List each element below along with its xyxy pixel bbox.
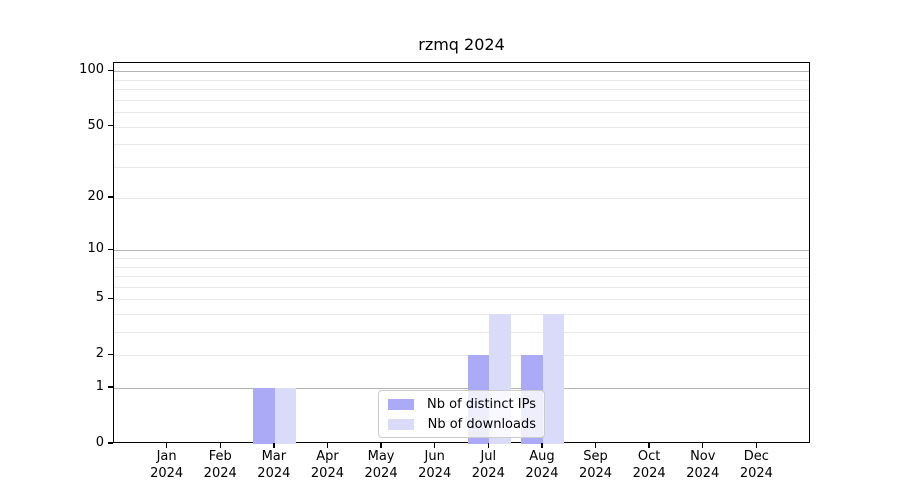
gridline-major xyxy=(114,388,809,390)
x-tick-label: Dec 2024 xyxy=(739,449,773,481)
chart-title: rzmq 2024 xyxy=(418,35,505,54)
legend-label-distinct-ips: Nb of distinct IPs xyxy=(427,396,536,412)
x-tick-label: Jul 2024 xyxy=(471,449,505,481)
x-tick-label: Jun 2024 xyxy=(418,449,452,481)
gridline-minor xyxy=(114,166,809,168)
y-tick-mark xyxy=(108,196,113,198)
y-tick-label: 20 xyxy=(87,189,104,205)
gridline-minor xyxy=(114,89,809,91)
y-tick-label: 2 xyxy=(95,346,104,362)
y-tick-label: 100 xyxy=(79,62,104,78)
bar-downloads-mar xyxy=(274,388,297,444)
x-tick-mark xyxy=(165,443,168,448)
legend-item-distinct-ips: Nb of distinct IPs xyxy=(388,396,536,413)
y-tick-label: 1 xyxy=(95,379,104,395)
y-tick-mark xyxy=(108,442,113,444)
legend-item-downloads: Nb of downloads xyxy=(388,416,536,433)
y-tick-mark xyxy=(108,124,113,127)
legend-label-downloads: Nb of downloads xyxy=(427,416,536,432)
x-tick-label: Nov 2024 xyxy=(686,449,720,481)
plot-area xyxy=(113,62,810,444)
x-tick-mark xyxy=(273,443,275,448)
x-tick-mark xyxy=(541,443,543,448)
y-tick-label: 10 xyxy=(87,241,104,257)
gridline-minor xyxy=(114,198,809,200)
y-tick-label: 5 xyxy=(95,290,104,306)
gridline-major xyxy=(114,71,809,73)
x-tick-mark xyxy=(326,443,329,448)
x-tick-mark xyxy=(433,443,436,448)
x-tick-label: Aug 2024 xyxy=(525,449,559,481)
gridline-minor xyxy=(114,126,809,128)
y-tick-mark xyxy=(108,248,113,251)
x-tick-mark xyxy=(380,443,382,448)
x-tick-label: Oct 2024 xyxy=(632,449,666,481)
x-tick-mark xyxy=(648,443,650,448)
gridline-major xyxy=(114,250,809,252)
gridline-minor xyxy=(114,144,809,146)
bar-downloads-aug xyxy=(542,314,565,444)
gridline-minor xyxy=(114,286,809,288)
y-tick-mark xyxy=(108,297,113,299)
gridline-minor xyxy=(114,314,809,316)
x-tick-mark xyxy=(219,443,221,448)
gridline-minor xyxy=(114,99,809,101)
legend-swatch-downloads-icon xyxy=(388,418,414,430)
legend-swatch-distinct-ips-icon xyxy=(388,398,414,410)
gridline-minor xyxy=(114,112,809,114)
x-tick-label: Sep 2024 xyxy=(578,449,613,481)
gridline-minor xyxy=(114,266,809,268)
gridline-minor xyxy=(114,299,809,301)
y-tick-mark xyxy=(108,386,113,388)
x-tick-label: Feb 2024 xyxy=(203,449,237,481)
x-tick-mark xyxy=(755,443,758,448)
legend: Nb of distinct IPs Nb of downloads xyxy=(378,390,545,438)
bar-ips-mar xyxy=(253,388,275,444)
plot-canvas xyxy=(114,63,809,444)
gridline-minor xyxy=(114,355,809,357)
x-tick-mark xyxy=(487,443,489,448)
gridline-minor xyxy=(114,258,809,260)
x-tick-mark xyxy=(594,443,597,448)
gridline-minor xyxy=(114,79,809,81)
y-tick-mark xyxy=(108,353,113,355)
gridline-minor xyxy=(114,276,809,278)
y-tick-label: 0 xyxy=(95,435,104,450)
x-tick-label: Apr 2024 xyxy=(310,449,344,481)
gridline-minor xyxy=(114,332,809,334)
x-tick-label: May 2024 xyxy=(364,449,398,481)
x-tick-label: Jan 2024 xyxy=(150,449,184,481)
x-tick-mark xyxy=(702,443,704,448)
x-tick-label: Mar 2024 xyxy=(257,449,291,481)
y-tick-mark xyxy=(108,69,113,72)
y-tick-label: 50 xyxy=(87,117,104,133)
